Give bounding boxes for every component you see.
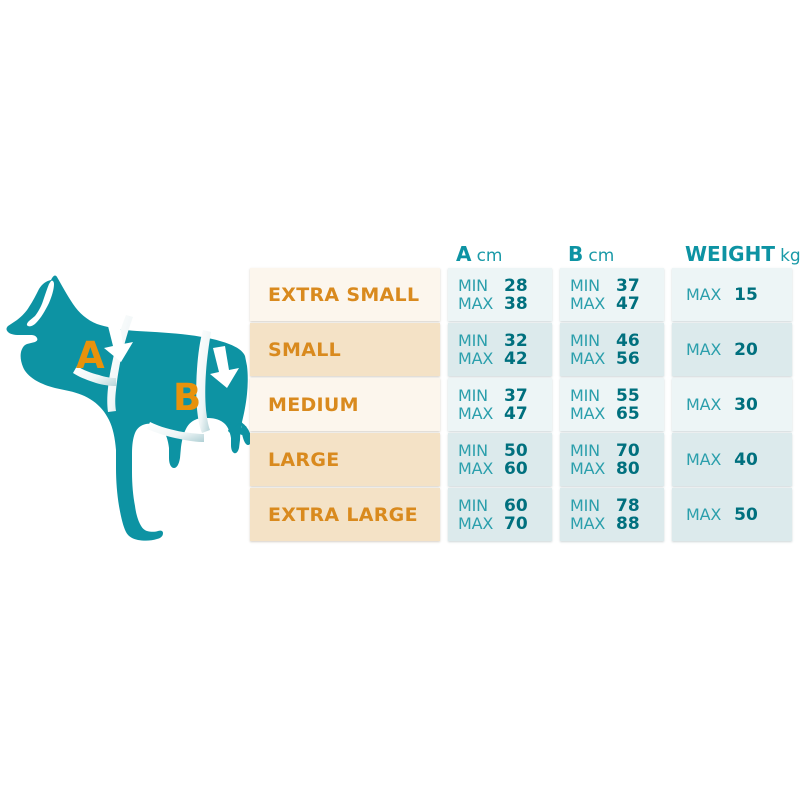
min-label: MIN [570, 440, 600, 460]
weight-max-value: 20 [734, 339, 758, 360]
weight-max-value: 30 [734, 394, 758, 415]
weight-cell: MAX 15 [672, 268, 792, 321]
max-label: MAX [458, 514, 494, 533]
chest-measurement-band [147, 330, 211, 442]
max-label: MAX [570, 514, 606, 533]
b-min-value: 55 [616, 385, 640, 406]
a-measurement-cell: MIN 60 MAX 70 [448, 488, 552, 541]
min-label: MIN [458, 440, 488, 460]
header-weight-unit: kg [780, 246, 800, 266]
max-label: MAX [686, 505, 722, 524]
b-max-value: 65 [616, 404, 640, 424]
neck-measurement-band [73, 315, 133, 412]
a-min-value: 37 [504, 385, 528, 406]
b-max-value: 47 [616, 294, 640, 314]
a-max-value: 47 [504, 404, 528, 424]
measure-b-letter: B [173, 376, 201, 419]
a-measurement-cell: MIN 28 MAX 38 [448, 268, 552, 321]
header-weight-column: WEIGHT kg [669, 242, 800, 266]
weight-cell: MAX 30 [672, 378, 792, 431]
weight-cell: MAX 20 [672, 323, 792, 376]
weight-max-value: 50 [734, 504, 758, 525]
b-min-value: 70 [616, 440, 640, 461]
header-a-column: A cm [445, 242, 557, 266]
arrow-down-icon-b [210, 346, 239, 388]
weight-cell: MAX 40 [672, 433, 792, 486]
b-measurement-cell: MIN 78 MAX 88 [560, 488, 664, 541]
header-b-column: B cm [557, 242, 669, 266]
b-measurement-cell: MIN 70 MAX 80 [560, 433, 664, 486]
max-label: MAX [686, 450, 722, 469]
header-b-key: B [568, 242, 584, 266]
table-header-row: A cm B cm WEIGHT kg [250, 228, 800, 268]
header-weight-key: WEIGHT [685, 242, 775, 266]
max-label: MAX [570, 459, 606, 478]
min-label: MIN [570, 330, 600, 350]
dog-body-shape [6, 275, 252, 541]
min-label: MIN [458, 495, 488, 515]
size-label: SMALL [250, 323, 440, 376]
a-measurement-cell: MIN 32 MAX 42 [448, 323, 552, 376]
b-min-value: 46 [616, 330, 640, 351]
a-min-value: 60 [504, 495, 528, 516]
a-min-value: 50 [504, 440, 528, 461]
max-label: MAX [686, 340, 722, 359]
min-label: MIN [570, 495, 600, 515]
max-label: MAX [686, 285, 722, 304]
max-label: MAX [458, 404, 494, 423]
header-a-unit: cm [476, 246, 503, 266]
weight-max-value: 15 [734, 284, 758, 305]
measure-a-letter: A [76, 334, 105, 377]
dog-fur-edge [228, 422, 248, 435]
table-row: EXTRA SMALL MIN 28 MAX 38 MIN 37 [250, 268, 795, 321]
weight-max-value: 40 [734, 449, 758, 470]
max-label: MAX [570, 404, 606, 423]
max-label: MAX [686, 395, 722, 414]
min-label: MIN [570, 385, 600, 405]
size-label: EXTRA SMALL [250, 268, 440, 321]
max-label: MAX [458, 349, 494, 368]
a-measurement-cell: MIN 50 MAX 60 [448, 433, 552, 486]
min-label: MIN [570, 275, 600, 295]
b-measurement-cell: MIN 37 MAX 47 [560, 268, 664, 321]
b-max-value: 88 [616, 514, 640, 534]
size-chart-table: A cm B cm WEIGHT kg EXTRA SMALL MIN 28 [250, 228, 800, 543]
dog-silhouette-illustration: A B [5, 262, 280, 547]
header-b-unit: cm [588, 246, 615, 266]
b-min-value: 78 [616, 495, 640, 516]
b-measurement-cell: MIN 55 MAX 65 [560, 378, 664, 431]
b-max-value: 80 [616, 459, 640, 479]
arrow-down-icon-a [104, 320, 133, 362]
a-measurement-cell: MIN 37 MAX 47 [448, 378, 552, 431]
table-row: LARGE MIN 50 MAX 60 MIN 70 MAX [250, 433, 795, 486]
weight-cell: MAX 50 [672, 488, 792, 541]
max-label: MAX [570, 294, 606, 313]
size-label: LARGE [250, 433, 440, 486]
max-label: MAX [458, 459, 494, 478]
b-min-value: 37 [616, 275, 640, 296]
min-label: MIN [458, 385, 488, 405]
a-max-value: 70 [504, 514, 528, 534]
size-label: EXTRA LARGE [250, 488, 440, 541]
a-max-value: 42 [504, 349, 528, 369]
min-label: MIN [458, 275, 488, 295]
a-max-value: 38 [504, 294, 528, 314]
b-max-value: 56 [616, 349, 640, 369]
min-label: MIN [458, 330, 488, 350]
table-row: EXTRA LARGE MIN 60 MAX 70 MIN 78 [250, 488, 795, 541]
header-a-key: A [456, 242, 472, 266]
a-max-value: 60 [504, 459, 528, 479]
max-label: MAX [570, 349, 606, 368]
table-row: SMALL MIN 32 MAX 42 MIN 46 MAX [250, 323, 795, 376]
a-min-value: 32 [504, 330, 528, 351]
table-row: MEDIUM MIN 37 MAX 47 MIN 55 MAX [250, 378, 795, 431]
a-min-value: 28 [504, 275, 528, 296]
b-measurement-cell: MIN 46 MAX 56 [560, 323, 664, 376]
size-label: MEDIUM [250, 378, 440, 431]
max-label: MAX [458, 294, 494, 313]
